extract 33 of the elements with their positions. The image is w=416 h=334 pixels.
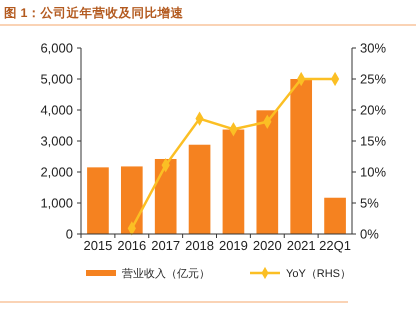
y-tick-label: 2,000 [40, 164, 73, 180]
bar [324, 198, 346, 234]
x-tick-label: 22Q1 [319, 238, 351, 253]
y2-tick-label: 10% [360, 164, 386, 180]
x-tick-label: 2017 [151, 238, 180, 253]
y-tick-label: 1,000 [40, 196, 73, 211]
legend-label: 营业收入（亿元） [122, 266, 210, 280]
y2-tick-label: 30% [360, 40, 386, 56]
bar [154, 158, 177, 234]
x-tick-label: 2021 [286, 238, 316, 253]
y-tick-label: 0 [66, 226, 73, 242]
bar [120, 166, 143, 234]
y-tick-label: 3,000 [40, 134, 73, 149]
bar [256, 110, 278, 234]
y-tick-label: 6,000 [40, 40, 73, 56]
y2-tick-label: 15% [360, 134, 386, 149]
y2-tick-label: 0% [360, 226, 380, 242]
bar [188, 144, 210, 234]
x-tick-label: 2018 [185, 238, 214, 253]
bar [290, 79, 312, 234]
y-tick-label: 5,000 [40, 72, 73, 87]
bar [222, 130, 244, 234]
x-tick-label: 2016 [117, 238, 146, 253]
y2-tick-label: 20% [360, 102, 386, 118]
x-tick-label: 2015 [83, 238, 112, 253]
y-tick-label: 4,000 [40, 102, 73, 118]
bar [87, 167, 109, 234]
y2-tick-label: 25% [360, 72, 386, 87]
legend-label: YoY（RHS） [286, 268, 352, 280]
x-tick-label: 2020 [252, 238, 282, 253]
chart-title: 图 1：公司近年营收及同比增速 [4, 5, 184, 20]
x-tick-label: 2019 [218, 238, 248, 253]
y2-tick-label: 5% [360, 196, 380, 211]
